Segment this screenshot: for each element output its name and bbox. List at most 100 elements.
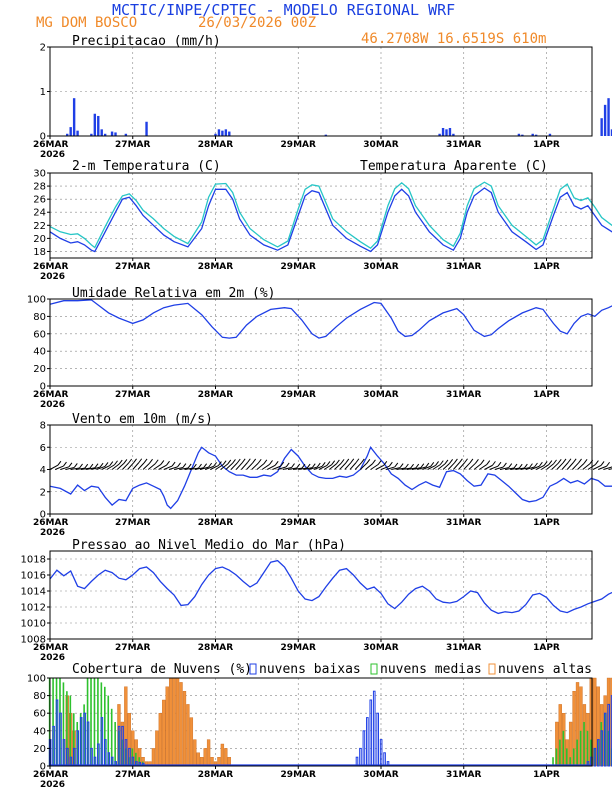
- wind-barb: [122, 462, 130, 470]
- ytick-label: 20: [33, 744, 46, 755]
- wind-barb: [308, 466, 318, 470]
- xtick-label: 1APR: [533, 770, 560, 780]
- wind-barb-flag: [399, 463, 404, 468]
- wind-barb-flag: [383, 461, 388, 466]
- ytick-label: 40: [33, 347, 46, 358]
- wind-barb: [49, 464, 59, 470]
- precip-bar: [603, 104, 607, 136]
- xtick-label: 31MAR: [446, 518, 481, 528]
- xtick-year: 2026: [40, 653, 65, 663]
- precip-bar: [228, 131, 231, 136]
- panel-title: Cobertura de Nuvens (%): [72, 662, 252, 677]
- ytick-label: 60: [33, 329, 46, 340]
- cloud-high-bar: [220, 743, 225, 767]
- ytick-label: 6: [40, 443, 46, 454]
- cloud-mid-bar: [90, 678, 92, 766]
- wind-barb-flag: [449, 459, 454, 464]
- ytick-label: 20: [33, 234, 46, 245]
- cloud-mid-bar: [72, 713, 75, 766]
- wind-barb: [318, 465, 328, 470]
- panel-frame: [49, 172, 593, 259]
- panel-title: Umidade Relativa em 2m (%): [72, 286, 276, 301]
- wind-barb: [432, 464, 441, 470]
- wind-barb-flag: [326, 461, 331, 466]
- xtick-label: 31MAR: [446, 770, 481, 780]
- wind-barb-flag: [99, 462, 104, 468]
- wind-barb: [132, 462, 140, 470]
- ytick-label: 1016: [21, 571, 46, 582]
- precip-bar: [610, 129, 612, 136]
- ytick-label: 1: [40, 87, 46, 98]
- cloud-low-bar: [603, 712, 607, 767]
- wind-barb: [546, 463, 554, 470]
- wind-barb-flag: [355, 458, 360, 464]
- ytick-label: 1008: [21, 635, 46, 646]
- cloud-high-bar: [162, 699, 166, 767]
- cloud-low-bar: [366, 717, 369, 767]
- wind-barb: [147, 463, 156, 470]
- wind-barb: [380, 465, 390, 470]
- xtick-label: 30MAR: [363, 518, 398, 528]
- wind-barb: [458, 462, 465, 470]
- header-title: MCTIC/INPE/CPTEC - MODELO REGIONAL WRF: [112, 1, 455, 19]
- xtick-label: 26MAR: [33, 390, 68, 400]
- wind-barb-flag: [548, 460, 553, 465]
- wind-barb: [339, 462, 347, 470]
- wind-barb: [447, 462, 455, 470]
- cloud-mid-bar: [576, 739, 578, 766]
- wind-barb-flag: [57, 460, 62, 466]
- wind-barb: [272, 465, 281, 470]
- cloud-high-bar: [169, 677, 173, 767]
- wind-barb-flag: [458, 458, 463, 464]
- ytick-label: 0: [40, 762, 46, 773]
- wind-barb-flag: [404, 463, 409, 469]
- precip-bar: [517, 133, 521, 136]
- xtick-label: 30MAR: [363, 140, 398, 150]
- wind-barb: [277, 466, 287, 470]
- wind-barb-flag: [274, 460, 279, 466]
- wind-barb: [473, 463, 482, 470]
- wind-barb: [468, 462, 476, 470]
- wind-barb: [359, 462, 368, 470]
- cloud-mid-bar: [110, 708, 113, 766]
- xtick-label: 29MAR: [281, 643, 316, 653]
- cloud-mid-bar: [62, 682, 65, 766]
- wind-barb-flag: [562, 458, 567, 464]
- panel-precip: 0 1 2 26MAR 27MAR 28MAR 29MAR 30MAR 31MAR 1APR 202…: [33, 34, 612, 160]
- wind-barb-flag: [316, 462, 321, 468]
- wind-barb-flag: [79, 463, 83, 469]
- wind-barb: [510, 467, 520, 470]
- precip-bar: [531, 133, 534, 136]
- precip-bar: [221, 130, 224, 136]
- xtick-label: 28MAR: [198, 140, 233, 150]
- precip-bar: [448, 127, 452, 136]
- header-run: 26/03/2026 00Z: [198, 15, 316, 31]
- cloud-mid-bar: [69, 695, 72, 766]
- panel-temp: 18 20 22 24 26 28 30 26MAR 27MAR 28MAR 29MAR 30MAR 3…: [33, 159, 612, 282]
- xtick-label: 31MAR: [446, 643, 481, 653]
- cloud-low-bar: [597, 739, 600, 767]
- cloud-low-bar: [607, 703, 610, 767]
- wind-barb: [127, 462, 134, 470]
- header-coords: 46.2708W 16.6519S 610m: [361, 31, 546, 47]
- legend-label: nuvens medias: [380, 662, 482, 677]
- wind-barb: [541, 464, 550, 470]
- wind-barb: [194, 467, 204, 470]
- wind-barb: [386, 466, 395, 470]
- precip-bar: [93, 113, 97, 136]
- wind-barb: [334, 463, 342, 470]
- wind-barb-flag: [513, 463, 518, 469]
- xtick-label: 26MAR: [33, 518, 68, 528]
- wind-barb: [142, 462, 150, 470]
- wind-barb-flag: [340, 459, 345, 464]
- cloud-low-bar: [369, 699, 373, 767]
- wind-barb: [561, 462, 569, 470]
- wind-barb-flag: [508, 463, 513, 468]
- wind-barb-flag: [600, 461, 605, 466]
- wind-barb: [168, 466, 178, 470]
- wind-barb: [251, 462, 259, 470]
- wind-barb: [349, 462, 357, 470]
- wind-barb-flag: [475, 459, 479, 464]
- cloud-high-bar: [224, 748, 228, 767]
